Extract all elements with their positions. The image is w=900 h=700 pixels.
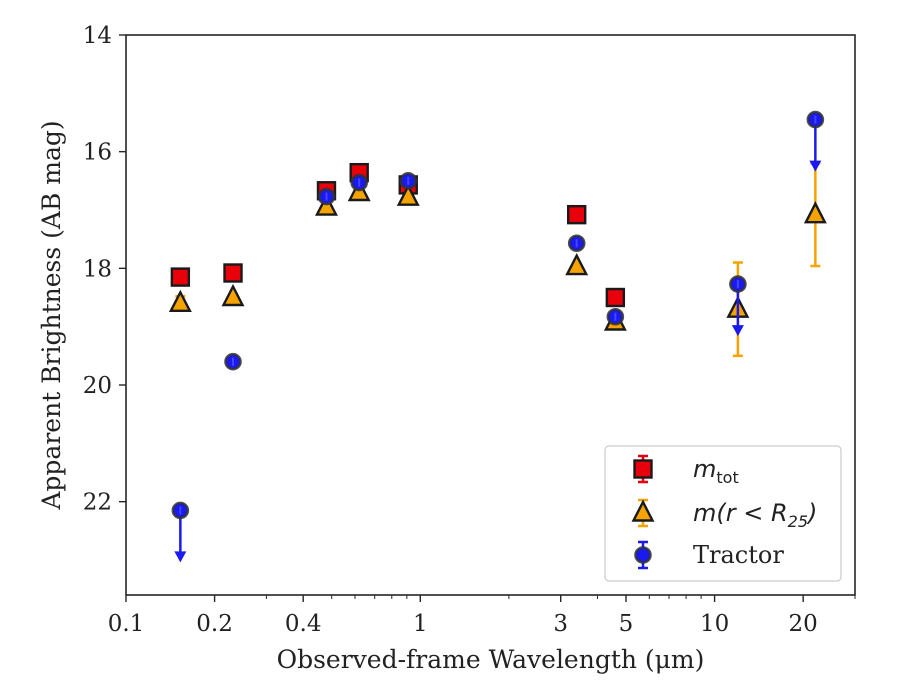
x-tick-label: 3 [553, 611, 568, 637]
legend-label: mtot [693, 455, 739, 487]
legend-label: m(r < R25) [693, 499, 817, 531]
data-point-triangle [803, 201, 827, 224]
data-point-triangle [168, 289, 192, 313]
x-tick-label: 1 [413, 611, 428, 637]
y-tick-label: 20 [83, 373, 112, 399]
legend-label: Tractor [693, 541, 784, 569]
legend-marker-circle [634, 546, 652, 564]
data-point-triangle [221, 283, 245, 307]
data-point-triangle [396, 183, 420, 206]
x-axis-label: Observed-frame Wavelength (μm) [277, 645, 705, 674]
legend: mtot m(r < R25) Tractor [604, 445, 842, 582]
data-point-square [170, 267, 191, 287]
legend-marker-triangle [631, 499, 655, 522]
plot-frame [125, 34, 856, 596]
y-tick-label: 22 [83, 490, 112, 516]
x-tick-label: 0.1 [108, 611, 145, 637]
y-tick-label: 14 [83, 23, 112, 49]
y-axis-label: Apparent Brightness (AB mag) [37, 120, 66, 510]
x-tick-label: 0.2 [196, 611, 233, 637]
data-point-square [567, 204, 587, 225]
data-point-square [605, 287, 626, 308]
upper-limit-arrowhead [809, 160, 822, 172]
x-tick-label: 20 [789, 611, 818, 637]
legend-box [604, 445, 842, 582]
legend-marker-square [633, 459, 653, 479]
y-tick-label: 16 [83, 140, 112, 166]
upper-limit-arrowhead [731, 325, 744, 337]
data-point-square [223, 263, 243, 283]
data-point-triangle [565, 252, 589, 276]
series-circle [171, 110, 825, 563]
x-tick-label: 10 [700, 611, 729, 637]
axes: 0.1 0.2 0.4 1 3 5 10 20 14 16 18 20 22 [83, 23, 856, 637]
upper-limit-arrowhead [174, 551, 187, 563]
x-tick-label: 0.4 [285, 611, 322, 637]
x-tick-label: 5 [619, 611, 634, 637]
data-marks [168, 110, 827, 563]
y-tick-label: 18 [83, 256, 112, 282]
